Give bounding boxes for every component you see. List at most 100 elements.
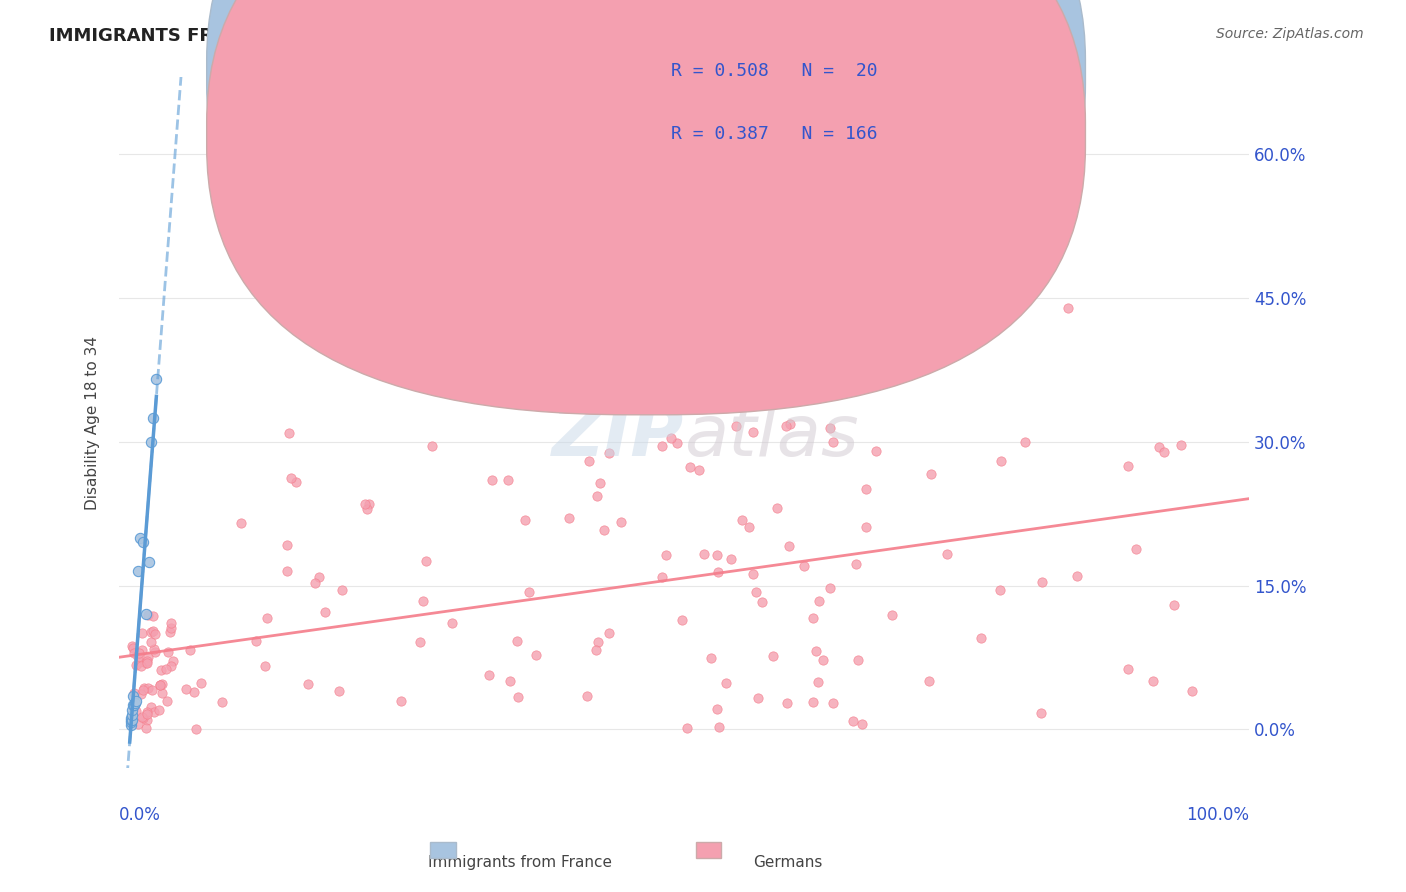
Point xyxy=(160,620,183,634)
Point xyxy=(804,644,827,658)
Point xyxy=(707,565,730,579)
Point xyxy=(159,615,181,630)
Point xyxy=(141,634,163,648)
Point xyxy=(145,372,167,386)
Point xyxy=(918,674,941,689)
Point xyxy=(285,475,308,490)
Point xyxy=(742,425,765,439)
Point xyxy=(356,502,378,516)
Point xyxy=(818,421,841,435)
Point xyxy=(766,501,789,516)
Point xyxy=(651,570,673,584)
Point xyxy=(517,584,540,599)
Point xyxy=(135,657,157,671)
Point xyxy=(845,557,868,571)
Point xyxy=(150,676,173,690)
Point xyxy=(679,460,702,475)
Point xyxy=(174,681,197,696)
Point xyxy=(1163,598,1185,612)
Point xyxy=(136,607,159,622)
Point xyxy=(707,720,730,734)
Text: ZIP: ZIP xyxy=(553,402,685,471)
Point xyxy=(132,683,155,698)
Point xyxy=(135,607,157,622)
Point xyxy=(125,704,148,718)
Point xyxy=(276,564,298,578)
Point xyxy=(132,681,155,696)
Point xyxy=(808,594,831,608)
Point xyxy=(751,595,773,609)
Y-axis label: Disability Age 18 to 34: Disability Age 18 to 34 xyxy=(86,335,100,509)
Point xyxy=(304,575,326,590)
Point xyxy=(149,677,172,691)
Point xyxy=(846,653,869,667)
Point xyxy=(1147,440,1170,454)
Point xyxy=(855,482,877,496)
Point xyxy=(811,653,834,667)
Point xyxy=(276,538,298,552)
Point xyxy=(1014,434,1036,449)
Point xyxy=(408,635,430,649)
Point xyxy=(823,434,845,449)
Point xyxy=(129,531,152,545)
Point xyxy=(738,519,761,533)
Point xyxy=(1125,542,1147,557)
Point xyxy=(1116,661,1139,675)
Point xyxy=(513,513,536,527)
Point xyxy=(142,410,165,425)
Point xyxy=(121,641,143,656)
Point xyxy=(1142,674,1164,689)
Point xyxy=(950,301,973,315)
Point xyxy=(122,646,145,660)
Point xyxy=(970,631,993,645)
Point xyxy=(762,649,785,664)
Text: 0.0%: 0.0% xyxy=(120,805,160,823)
Point xyxy=(841,714,863,729)
Point xyxy=(138,555,160,569)
Point xyxy=(1170,438,1192,452)
Point xyxy=(1116,459,1139,474)
Point xyxy=(865,444,887,458)
Point xyxy=(993,128,1015,142)
Point xyxy=(744,585,766,599)
Point xyxy=(801,695,824,709)
Point xyxy=(120,711,142,725)
Point xyxy=(156,694,179,708)
Point xyxy=(589,476,612,491)
Point xyxy=(159,625,181,640)
Point xyxy=(121,708,143,723)
Point xyxy=(354,497,377,511)
Text: Immigrants from France: Immigrants from France xyxy=(429,855,612,870)
Text: R = 0.508   N =  20: R = 0.508 N = 20 xyxy=(671,62,877,80)
Point xyxy=(139,434,162,449)
Point xyxy=(211,695,233,709)
Point xyxy=(661,432,683,446)
Point xyxy=(1031,574,1053,589)
Point xyxy=(135,707,157,722)
Point xyxy=(120,714,142,729)
Point xyxy=(776,696,799,710)
Point xyxy=(156,645,179,659)
Point xyxy=(122,686,145,700)
Point xyxy=(598,626,620,640)
Point xyxy=(125,658,148,673)
Point xyxy=(143,705,166,719)
Point xyxy=(142,624,165,638)
Point xyxy=(779,417,801,431)
Point xyxy=(724,418,747,433)
Point xyxy=(183,685,205,699)
Point xyxy=(775,418,797,433)
Point xyxy=(150,663,173,677)
Point xyxy=(592,523,614,537)
Point xyxy=(136,705,159,719)
Point xyxy=(141,682,163,697)
Point xyxy=(558,511,581,525)
Point xyxy=(122,698,145,713)
Point xyxy=(136,656,159,670)
Point xyxy=(245,634,267,648)
Point xyxy=(422,440,444,454)
Point xyxy=(150,686,173,700)
Point xyxy=(314,605,336,619)
Point xyxy=(308,570,330,584)
Point xyxy=(412,594,434,608)
